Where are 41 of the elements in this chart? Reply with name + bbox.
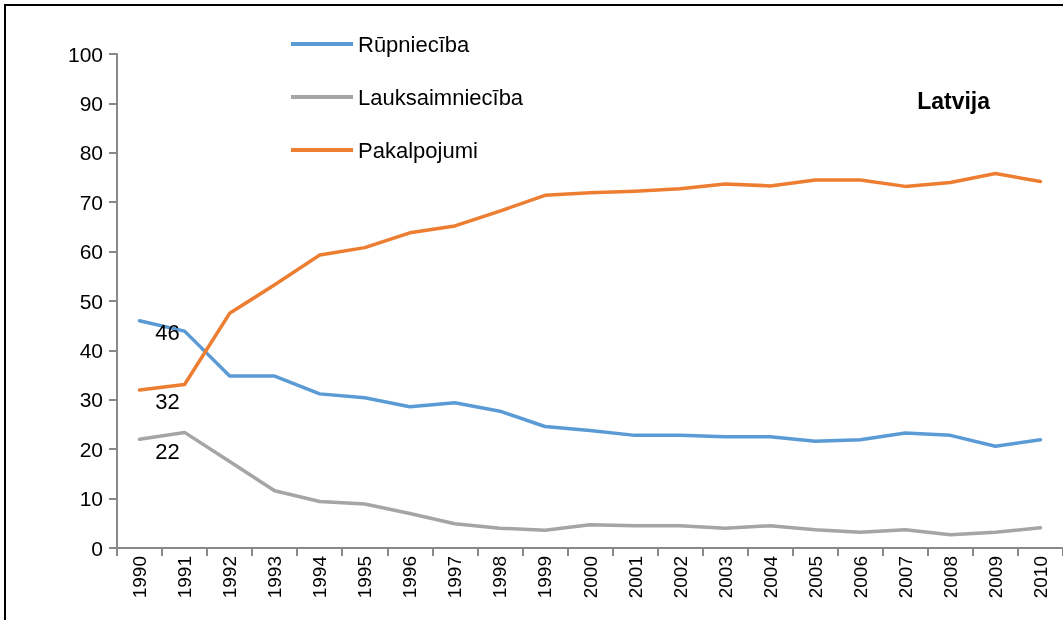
y-tick-label: 80	[79, 141, 103, 165]
text: Latvija	[917, 87, 991, 114]
y-tick-label: 70	[79, 190, 103, 214]
x-tick-label: 1996	[399, 556, 421, 599]
legend-label: Rūpniecība	[358, 31, 471, 57]
y-tick-label: 20	[79, 437, 103, 461]
x-tick-label: 1998	[489, 556, 511, 599]
x-tick-label: 1997	[444, 556, 466, 599]
x-tick-label: 1995	[354, 556, 376, 599]
y-tick-label: 50	[79, 289, 103, 313]
x-tick-label: 1991	[174, 556, 196, 599]
y-tick-label: 30	[79, 388, 103, 412]
x-tick-label: 1994	[309, 555, 331, 599]
y-tick-label: 60	[79, 240, 103, 264]
x-tick-label: 1993	[264, 556, 286, 599]
x-tick-label: 2006	[849, 556, 871, 599]
x-tick-label: 1992	[219, 556, 241, 599]
y-tick-label: 10	[79, 487, 103, 511]
line-series	[137, 430, 1043, 537]
legend-label: Pakalpojumi	[358, 137, 478, 163]
x-tick-label: 2005	[804, 556, 826, 599]
data-label: 22	[155, 438, 180, 464]
x-tick-label: 1990	[129, 556, 151, 599]
x-tick-label: 2003	[714, 556, 736, 599]
line-series	[137, 171, 1043, 392]
y-tick-label: 100	[67, 42, 103, 66]
x-tick-label: 1999	[534, 556, 556, 599]
x-tick-label: 2004	[759, 555, 781, 599]
x-tick-label: 2001	[624, 556, 646, 599]
y-tick-label: 40	[79, 338, 103, 362]
y-tick-label: 0	[91, 536, 103, 560]
x-tick-label: 2000	[579, 556, 601, 599]
legend-label: Lauksaimniecība	[358, 84, 524, 110]
x-tick-label: 2002	[669, 556, 691, 599]
x-tick-label: 2007	[894, 556, 916, 599]
data-label: 32	[155, 389, 180, 415]
x-tick-label: 2009	[984, 556, 1006, 599]
x-tick-label: 2010	[1029, 556, 1051, 599]
y-tick-label: 90	[79, 91, 103, 115]
x-tick-label: 2008	[939, 556, 961, 599]
data-label: 46	[155, 320, 180, 346]
